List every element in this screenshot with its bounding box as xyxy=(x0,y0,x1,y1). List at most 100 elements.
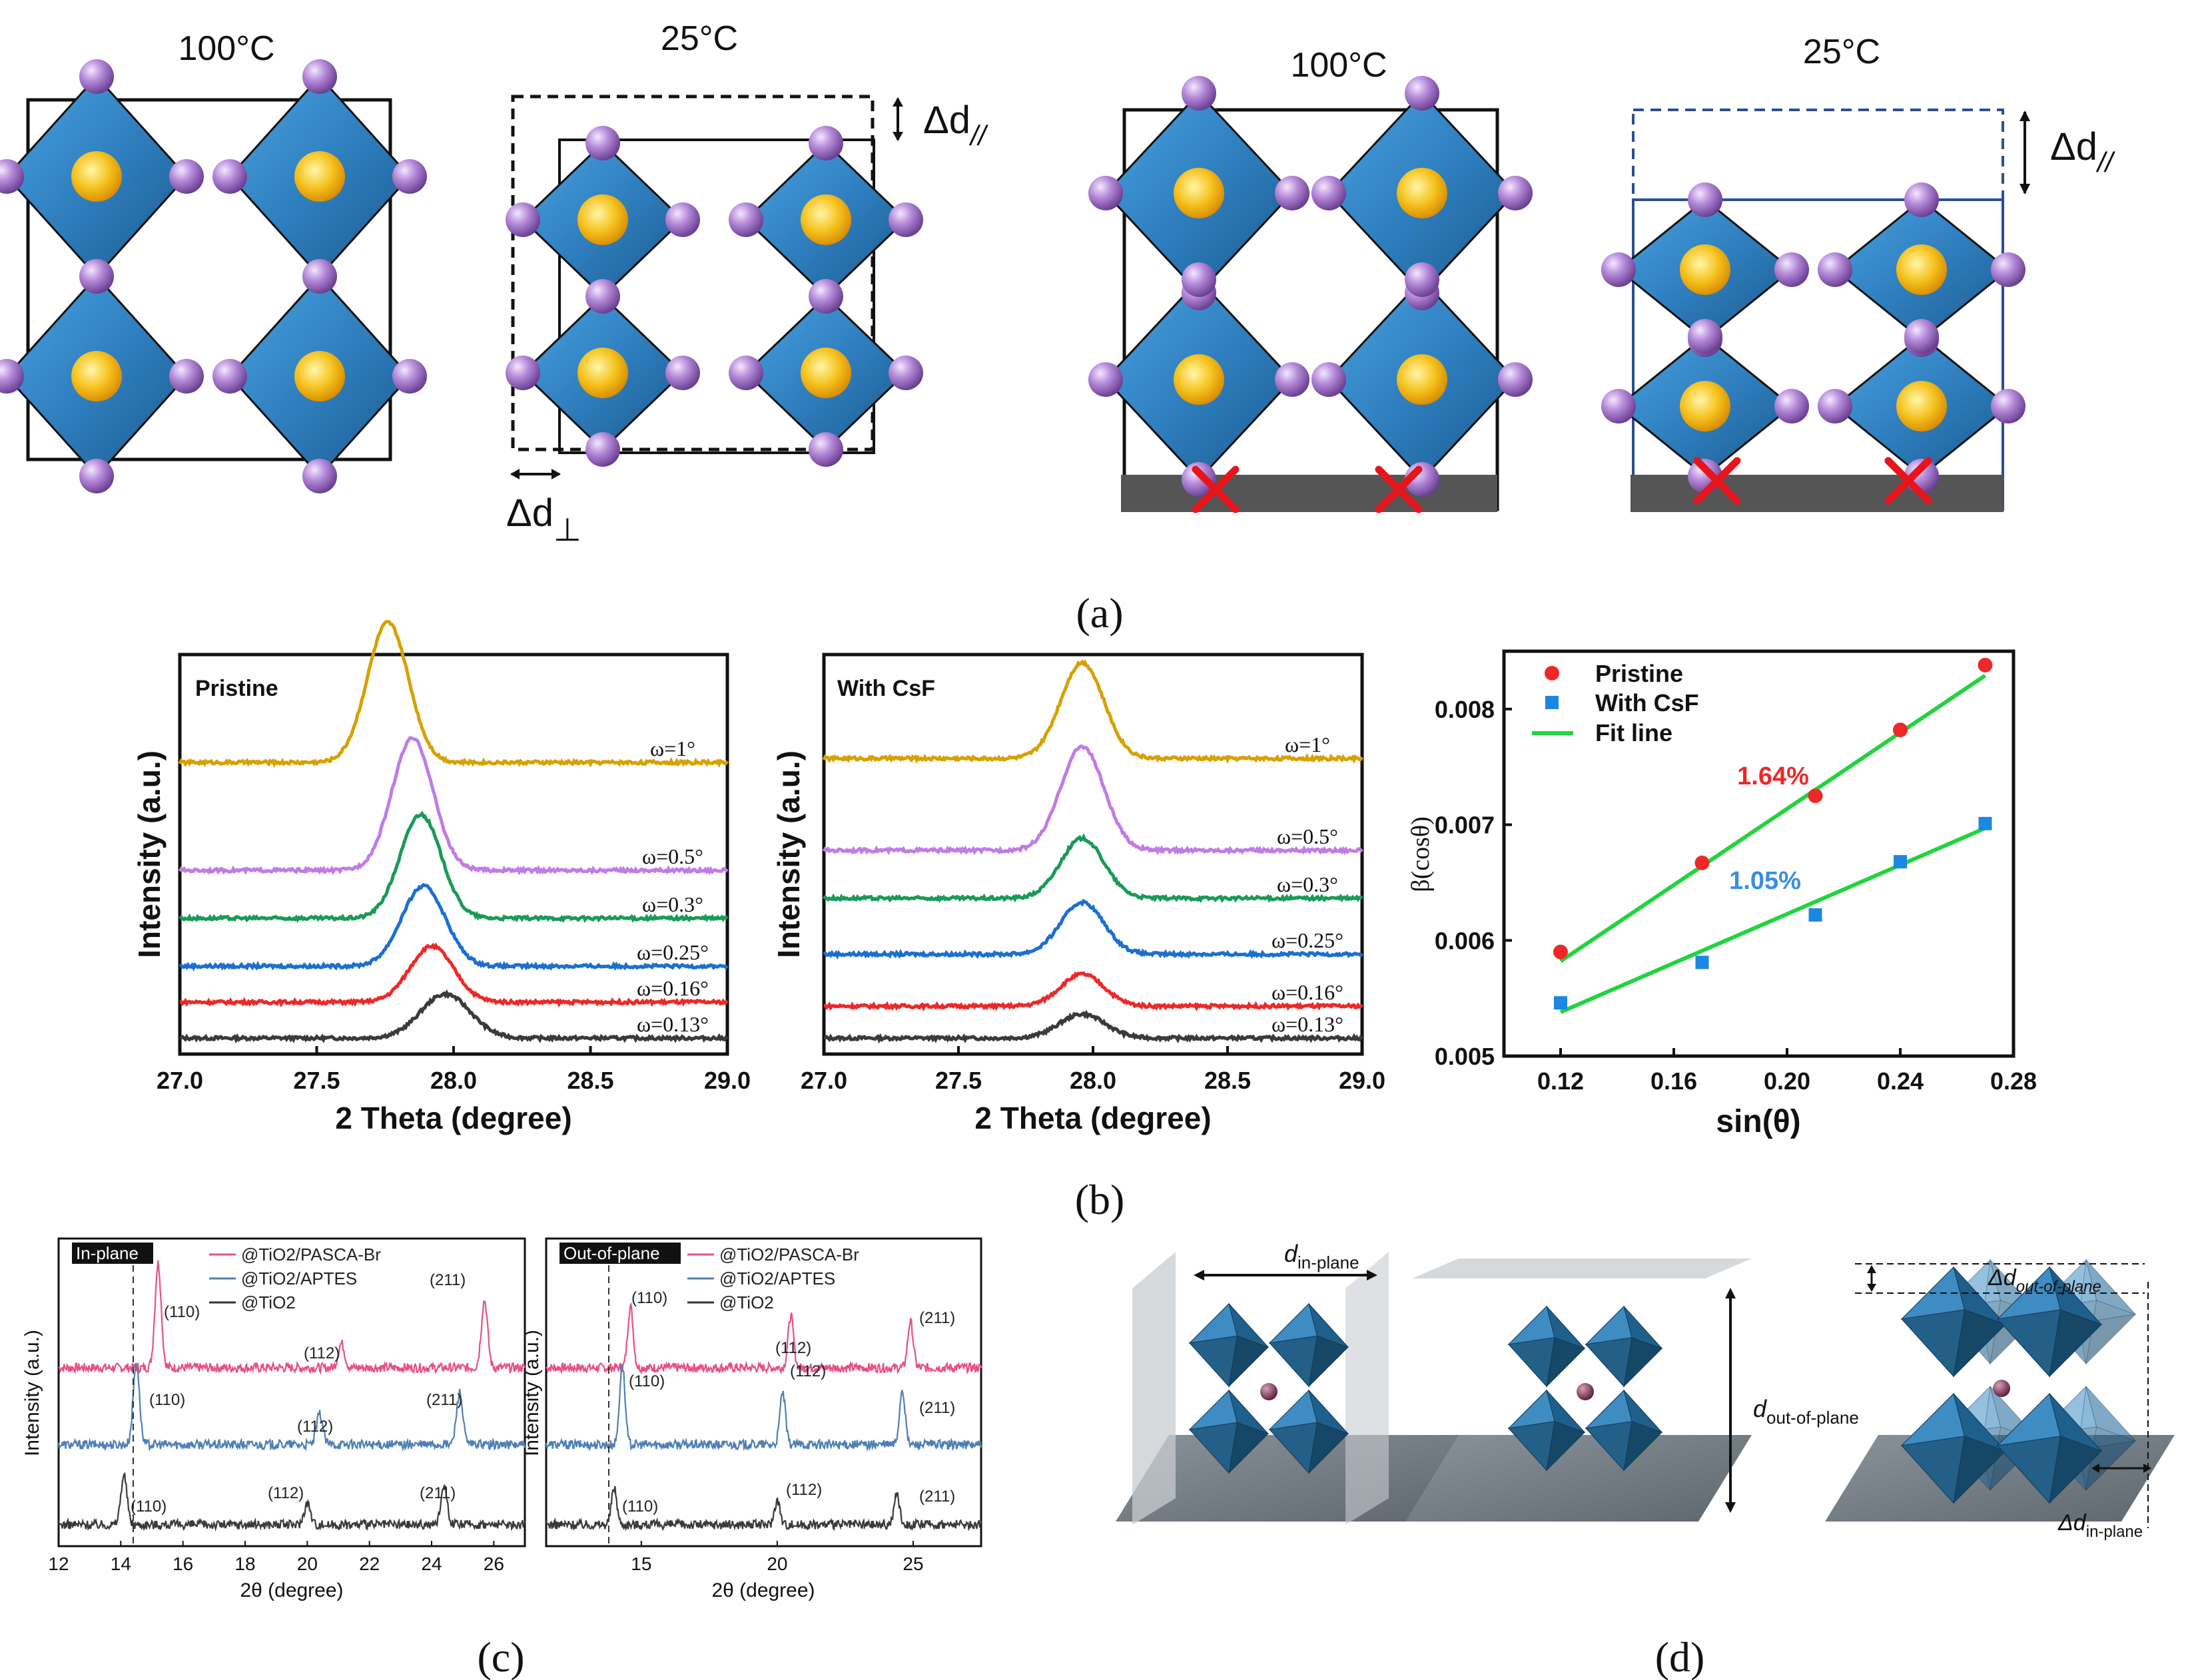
strain-xtick-label-2: 0.20 xyxy=(1764,1067,1810,1095)
xrd-series-2 xyxy=(179,882,729,972)
d1-central-atom xyxy=(1260,1383,1278,1400)
xtick-label-4: 29.0 xyxy=(1339,1067,1385,1094)
anion-0-4 xyxy=(302,59,337,94)
anion-0-10 xyxy=(79,459,114,493)
pristine-point-2 xyxy=(1808,788,1823,804)
c-right-x-ticks: 15 20 25 xyxy=(631,1541,924,1574)
xrd-series-1 xyxy=(823,971,1363,1012)
delta-parallel-arrow-1 xyxy=(893,97,903,141)
panel-a: 100°C 25°C 100°C 25°C Δd// Δd// xyxy=(0,19,2116,637)
cation-1-0-0 xyxy=(577,194,628,245)
unit-cell-frame-2-dashed xyxy=(511,95,875,451)
anion-2-15 xyxy=(1311,362,1346,397)
xrd-csf-title: With CsF xyxy=(837,676,935,701)
c-left-peak-mid-211: (211) xyxy=(426,1391,462,1409)
anion-0-15 xyxy=(212,359,247,394)
anion-0-1 xyxy=(169,159,204,194)
c-left-tag: In-plane xyxy=(76,1243,139,1263)
strain-xtick-label-3: 0.24 xyxy=(1877,1067,1924,1095)
anion-3-3 xyxy=(1601,252,1636,287)
cross-0-b xyxy=(1192,465,1240,513)
cation-3-1-0 xyxy=(1680,381,1730,431)
anion-1-13 xyxy=(889,356,923,390)
xrd-series-label-5: ω=1° xyxy=(650,736,695,760)
xrd-series-label-5: ω=1° xyxy=(1285,732,1330,756)
xrd-series-label-4: ω=0.5° xyxy=(642,844,703,868)
substrate-4 xyxy=(1631,475,2004,512)
unit-cell-frame-2 xyxy=(558,139,875,454)
anion-3-12 xyxy=(1904,319,1939,354)
strain-y-label: β(cosθ) xyxy=(1407,816,1435,892)
xrd-pristine-title: Pristine xyxy=(195,676,278,701)
d2-central-atom xyxy=(1577,1383,1594,1400)
anion-2-3 xyxy=(1088,176,1123,210)
anion-1-14 xyxy=(809,432,843,467)
c-xtick-label-1: 14 xyxy=(111,1553,131,1574)
anion-3-11 xyxy=(1601,389,1636,423)
d-out-label: dout-of-plane xyxy=(1753,1395,1859,1428)
c-xtick-label-0: 12 xyxy=(48,1553,69,1574)
xrd-csf-x-ticks: 27.0 27.5 28.0 28.5 29.0 xyxy=(801,1046,1385,1094)
c-series-1 xyxy=(57,1362,526,1452)
delta-parallel-label-1: Δd// xyxy=(923,99,989,151)
xrd-pristine-curves: ω=0.13° ω=0.16° ω=0.25° ω=0.3° ω=0.5° ω=1° xyxy=(178,619,729,1044)
xrd-series-4 xyxy=(178,736,729,876)
pristine-point-1 xyxy=(1694,855,1710,870)
strain-ytick-label-3: 0.008 xyxy=(1435,696,1495,723)
anion-2-7 xyxy=(1311,176,1346,210)
c-left-peak-bot-211: (211) xyxy=(420,1484,456,1502)
c-right-peak-top-110: (110) xyxy=(631,1289,667,1307)
delta-perp-label: Δd⊥ xyxy=(506,491,581,548)
cation-1-1-1 xyxy=(801,348,851,398)
xrd-series-label-0: ω=0.13° xyxy=(637,1012,709,1036)
c-left-peak-top-211: (211) xyxy=(430,1271,466,1289)
c-right-legend: @TiO2/PASCA-Br @TiO2/APTES @TiO2 xyxy=(687,1245,859,1312)
cation-3-0-0 xyxy=(1680,244,1730,295)
pristine-point-0 xyxy=(1553,944,1568,960)
d3-oct-3-face-7 xyxy=(1997,1436,2061,1504)
strain-annotation-csf: 1.05% xyxy=(1729,867,1801,895)
anion-2-11 xyxy=(1088,362,1123,397)
xrd-series-label-0: ω=0.13° xyxy=(1272,1012,1343,1036)
anion-1-7 xyxy=(729,202,763,237)
temp-label-4: 25°C xyxy=(1803,33,1880,71)
d2-oct-1-face-7 xyxy=(1585,1337,1633,1388)
c-left-peak-mid-112: (112) xyxy=(297,1418,333,1436)
legend-csf-label: With CsF xyxy=(1595,689,1699,716)
c-xtick-label-7: 26 xyxy=(484,1553,504,1574)
csf-point-4 xyxy=(1978,816,1992,830)
anion-2-0 xyxy=(1182,76,1216,111)
xtick-label-0: 27.0 xyxy=(801,1067,847,1094)
anion-0-3 xyxy=(0,159,24,194)
d1-oct-1-face-7 xyxy=(1269,1335,1318,1388)
c-left-peak-mid-110: (110) xyxy=(149,1391,185,1409)
panel-c: 12 14 16 18 20 22 24 26 15 20 25 In-plane Out-of-… xyxy=(21,1237,982,1680)
d2-oct-0-face-7 xyxy=(1508,1337,1555,1388)
c-left-peak-bot-112: (112) xyxy=(268,1484,304,1502)
c-xtick-label-2: 25 xyxy=(903,1553,923,1574)
anion-1-0 xyxy=(585,126,620,160)
substrate-3 xyxy=(1121,475,1497,512)
c-right-legend-1: @TiO2/PASCA-Br xyxy=(719,1245,859,1264)
strain-x-label: sin(θ) xyxy=(1716,1104,1800,1139)
xrd-series-label-1: ω=0.16° xyxy=(1272,980,1343,1004)
unit-cell-frame-1 xyxy=(26,98,392,461)
xrd-csf-curves: ω=0.13° ω=0.16° ω=0.25° ω=0.3° ω=0.5° ω=1° xyxy=(822,659,1364,1044)
anion-0-2 xyxy=(79,259,114,294)
d3-central-atom xyxy=(1993,1380,2010,1397)
anion-2-12 xyxy=(1405,262,1439,297)
xrd-series-1 xyxy=(179,942,729,1008)
c-xtick-label-5: 22 xyxy=(359,1553,380,1574)
fit-line-1 xyxy=(1559,826,1986,1014)
xrd-series-2 xyxy=(823,898,1363,960)
d1-oct-3-face-7 xyxy=(1269,1422,1318,1474)
cation-0-1-1 xyxy=(294,351,345,402)
d3-ghost-1-face-2 xyxy=(2085,1259,2136,1315)
octahedra-2 xyxy=(1507,1305,1663,1472)
anion-2-9 xyxy=(1275,362,1309,397)
pristine-point-4 xyxy=(1978,657,1993,673)
xtick-label-2: 28.0 xyxy=(430,1067,477,1094)
cation-3-1-1 xyxy=(1896,381,1947,431)
xrd-series-3 xyxy=(179,810,729,924)
xrd-csf-y-label: Intensity (a.u.) xyxy=(771,750,806,958)
